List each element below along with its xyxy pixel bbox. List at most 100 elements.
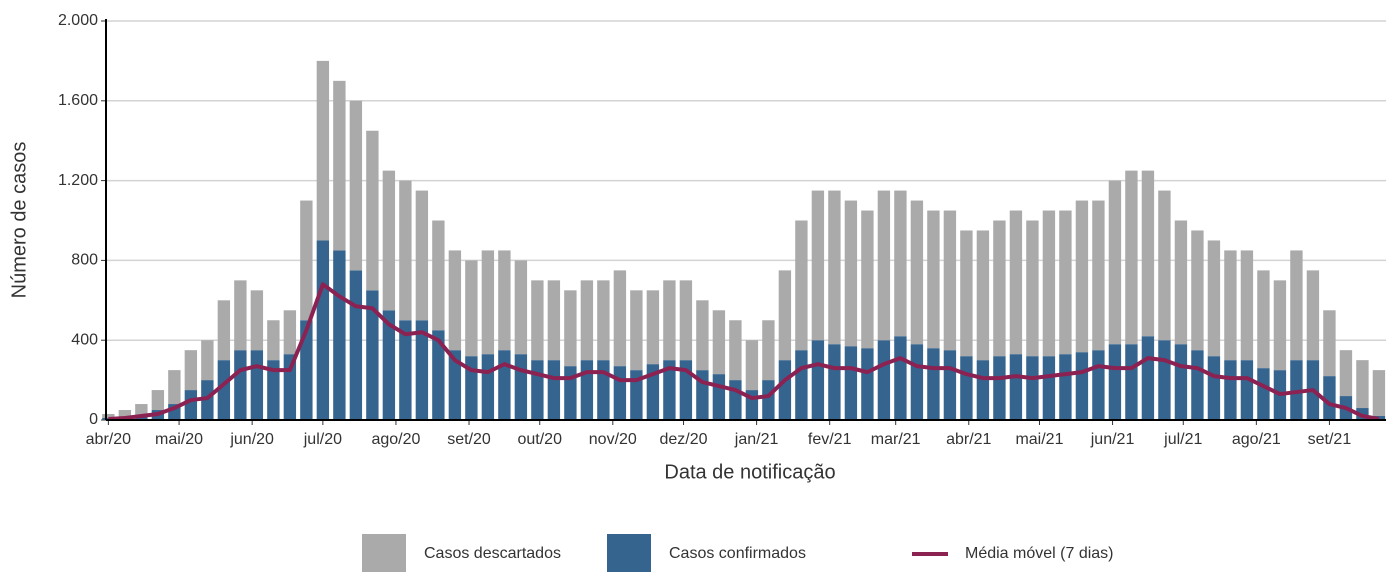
bar [811, 340, 825, 420]
bar [877, 340, 891, 420]
bar [184, 390, 198, 420]
bar [960, 356, 973, 420]
bar [382, 170, 396, 311]
bar [877, 190, 891, 341]
bar [646, 290, 660, 365]
bar [1141, 170, 1155, 337]
x-tick-label: mar/21 [871, 431, 921, 448]
bar [795, 220, 808, 351]
bar [1158, 340, 1171, 420]
x-tick-label: abr/20 [86, 431, 131, 448]
bar [250, 350, 264, 420]
bar [844, 346, 858, 420]
bar [531, 280, 544, 361]
bar [1290, 250, 1303, 361]
bar [729, 380, 742, 420]
bar [580, 280, 594, 361]
moving-average-line [108, 282, 1380, 421]
bar [1273, 280, 1287, 371]
bar [861, 348, 874, 420]
bar [663, 360, 676, 420]
bar [1323, 310, 1336, 377]
bar [646, 364, 660, 420]
bar [943, 350, 957, 420]
bar [300, 200, 313, 321]
x-tick-label: jul/20 [303, 431, 342, 448]
bar [366, 130, 379, 291]
bar [151, 390, 165, 411]
bar [316, 60, 330, 241]
y-tick-label: 400 [71, 331, 98, 348]
bar [514, 260, 528, 355]
bar [993, 220, 1006, 357]
bar [1207, 356, 1221, 420]
bar [1240, 250, 1254, 361]
bar [1125, 170, 1138, 345]
bar [234, 280, 247, 351]
x-tick-label: fev/21 [808, 431, 852, 448]
bar [1075, 200, 1089, 353]
bar [283, 310, 297, 355]
bar [597, 280, 610, 361]
bar [1356, 360, 1369, 409]
bar [630, 370, 643, 420]
bar [349, 270, 363, 420]
bar [993, 356, 1006, 420]
legend-label: Casos descartados [424, 545, 561, 562]
bar [1092, 200, 1105, 351]
y-tick-label: 2.000 [58, 12, 98, 29]
x-tick-label: ago/21 [1232, 431, 1281, 448]
x-tick-label: jun/21 [1090, 431, 1135, 448]
bar [1108, 344, 1122, 420]
bar [1059, 210, 1072, 355]
bar [432, 330, 445, 420]
bar [250, 290, 264, 351]
bar [1026, 356, 1039, 420]
bar [1158, 190, 1171, 341]
bar [712, 310, 726, 375]
bar [531, 360, 544, 420]
bar [679, 360, 693, 420]
bar [135, 404, 148, 416]
x-tick-label: jul/21 [1163, 431, 1202, 448]
bar [547, 280, 561, 361]
x-tick-label: set/20 [447, 431, 491, 448]
bar [217, 300, 231, 361]
bar [316, 240, 330, 420]
bar [894, 336, 907, 420]
bar [811, 190, 825, 341]
bar [267, 360, 280, 420]
bar [1323, 376, 1336, 420]
x-tick-label: mai/21 [1015, 431, 1063, 448]
legend-label: Média móvel (7 dias) [965, 545, 1114, 562]
legend-label: Casos confirmados [669, 545, 806, 562]
bar [481, 354, 495, 420]
x-axis-title: Data de notificação [664, 461, 835, 483]
bar [844, 200, 858, 347]
y-tick-label: 1.200 [58, 172, 98, 189]
bar [547, 360, 561, 420]
bar [1207, 240, 1221, 357]
bar [894, 190, 907, 337]
x-tick-label: ago/20 [371, 431, 420, 448]
bar [679, 280, 693, 361]
bar [828, 190, 841, 345]
bar [1257, 270, 1270, 369]
bar [498, 250, 511, 351]
y-tick-label: 0 [89, 411, 98, 428]
bar [432, 220, 445, 331]
x-tick-label: out/20 [517, 431, 562, 448]
bar [1092, 350, 1105, 420]
legend-swatch [362, 534, 406, 572]
bar [399, 180, 412, 321]
bar [1042, 356, 1056, 420]
y-tick-label: 1.600 [58, 92, 98, 109]
bar [976, 360, 990, 420]
bar [564, 290, 577, 367]
bar [1108, 180, 1122, 345]
bar [267, 320, 280, 361]
x-tick-label: mai/20 [155, 431, 203, 448]
bar [778, 270, 792, 361]
